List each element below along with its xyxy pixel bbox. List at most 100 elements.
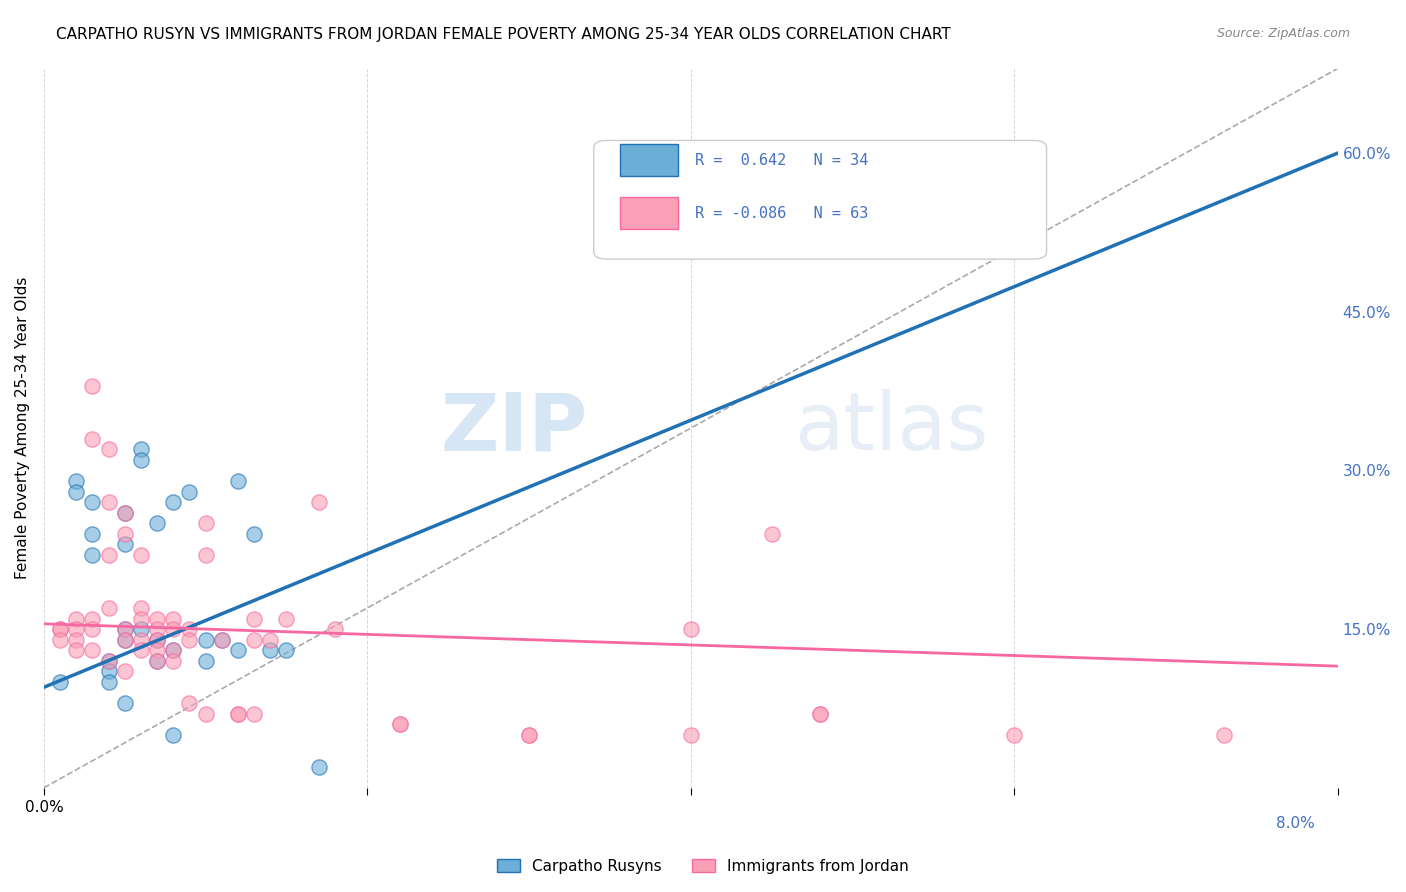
Point <box>259 632 281 647</box>
Point <box>65 474 87 488</box>
Point <box>194 548 217 562</box>
Point <box>65 611 87 625</box>
Point <box>226 706 249 721</box>
Point <box>97 601 120 615</box>
Point <box>82 622 104 636</box>
Point <box>129 643 152 657</box>
Point <box>243 527 266 541</box>
Point <box>146 654 169 668</box>
Point <box>146 622 169 636</box>
Point <box>226 643 249 657</box>
Point <box>243 632 266 647</box>
Point <box>114 632 136 647</box>
Point <box>114 506 136 520</box>
Point <box>82 432 104 446</box>
Text: 8.0%: 8.0% <box>1275 816 1315 830</box>
Point <box>162 495 184 509</box>
Point <box>114 506 136 520</box>
Point <box>226 474 249 488</box>
Point <box>1213 728 1236 742</box>
Point <box>114 696 136 710</box>
Point <box>129 453 152 467</box>
Point <box>179 632 201 647</box>
Point <box>97 548 120 562</box>
Point <box>226 706 249 721</box>
Point <box>162 728 184 742</box>
Point <box>179 696 201 710</box>
Point <box>276 643 298 657</box>
Point <box>65 484 87 499</box>
FancyBboxPatch shape <box>620 196 678 229</box>
Point <box>97 442 120 457</box>
Point <box>65 643 87 657</box>
Point <box>162 611 184 625</box>
Point <box>243 611 266 625</box>
Point <box>97 654 120 668</box>
Point <box>162 643 184 657</box>
Point <box>162 622 184 636</box>
Point <box>761 527 783 541</box>
Point <box>97 675 120 690</box>
Point <box>679 728 702 742</box>
Point <box>146 632 169 647</box>
Point <box>129 601 152 615</box>
Point <box>162 643 184 657</box>
Point <box>82 527 104 541</box>
Point <box>82 643 104 657</box>
Y-axis label: Female Poverty Among 25-34 Year Olds: Female Poverty Among 25-34 Year Olds <box>15 277 30 579</box>
Point <box>243 706 266 721</box>
Point <box>114 527 136 541</box>
FancyBboxPatch shape <box>593 140 1046 259</box>
Point <box>49 622 72 636</box>
Point <box>65 622 87 636</box>
Point <box>679 622 702 636</box>
Point <box>517 728 540 742</box>
Point <box>1002 728 1025 742</box>
Point <box>129 442 152 457</box>
Point <box>146 654 169 668</box>
Point <box>162 654 184 668</box>
Point <box>129 611 152 625</box>
Point <box>82 548 104 562</box>
Point <box>388 717 411 731</box>
Point <box>808 706 831 721</box>
Point <box>114 622 136 636</box>
Point <box>129 548 152 562</box>
Point <box>49 622 72 636</box>
Point <box>323 622 346 636</box>
Point <box>259 643 281 657</box>
Point <box>129 632 152 647</box>
Point <box>82 379 104 393</box>
Point <box>211 632 233 647</box>
Point <box>129 622 152 636</box>
Point <box>82 611 104 625</box>
Text: R =  0.642   N = 34: R = 0.642 N = 34 <box>695 153 868 168</box>
Point <box>308 495 330 509</box>
Point <box>114 622 136 636</box>
Point <box>146 632 169 647</box>
Point <box>194 516 217 531</box>
Point <box>65 632 87 647</box>
Point <box>517 728 540 742</box>
Point <box>114 632 136 647</box>
Point <box>276 611 298 625</box>
Point <box>146 643 169 657</box>
Point <box>194 706 217 721</box>
Text: Source: ZipAtlas.com: Source: ZipAtlas.com <box>1216 27 1350 40</box>
Point <box>194 654 217 668</box>
Point <box>388 717 411 731</box>
Point <box>82 495 104 509</box>
Point <box>308 759 330 773</box>
Point <box>97 495 120 509</box>
Text: atlas: atlas <box>794 389 988 467</box>
Point <box>97 665 120 679</box>
Text: ZIP: ZIP <box>440 389 588 467</box>
Point <box>146 516 169 531</box>
Legend: Carpatho Rusyns, Immigrants from Jordan: Carpatho Rusyns, Immigrants from Jordan <box>491 853 915 880</box>
Point <box>49 632 72 647</box>
Point <box>211 632 233 647</box>
Point <box>114 665 136 679</box>
FancyBboxPatch shape <box>620 144 678 177</box>
Point <box>49 675 72 690</box>
Point <box>114 537 136 551</box>
